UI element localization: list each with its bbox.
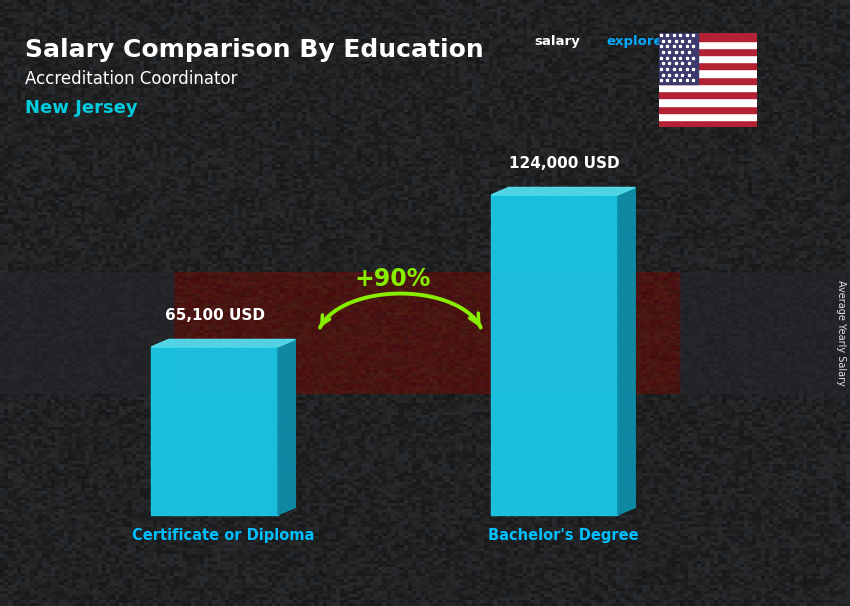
Text: Average Yearly Salary: Average Yearly Salary (836, 281, 846, 386)
Text: New Jersey: New Jersey (25, 99, 138, 117)
Bar (659, 113, 756, 120)
Text: Salary Comparison By Education: Salary Comparison By Education (25, 38, 484, 62)
Text: salary: salary (535, 35, 581, 48)
Polygon shape (491, 187, 635, 195)
Polygon shape (491, 195, 618, 515)
Polygon shape (618, 187, 635, 515)
Bar (659, 77, 756, 84)
Text: Certificate or Diploma: Certificate or Diploma (132, 528, 314, 543)
Bar (659, 48, 756, 55)
Text: 65,100 USD: 65,100 USD (165, 308, 264, 323)
Bar (659, 120, 756, 127)
Bar (659, 41, 756, 48)
Text: Accreditation Coordinator: Accreditation Coordinator (25, 70, 237, 88)
Bar (659, 62, 756, 70)
Text: Bachelor's Degree: Bachelor's Degree (488, 528, 638, 543)
Bar (659, 91, 756, 98)
Bar (659, 33, 698, 84)
Polygon shape (151, 347, 278, 515)
Polygon shape (278, 339, 295, 515)
Text: .com: .com (690, 35, 723, 48)
Bar (659, 98, 756, 105)
Bar (659, 33, 756, 41)
Bar (659, 105, 756, 113)
Polygon shape (151, 339, 295, 347)
Bar (659, 84, 756, 91)
Bar (659, 55, 756, 62)
Bar (659, 70, 756, 77)
Text: +90%: +90% (354, 267, 431, 291)
Text: 124,000 USD: 124,000 USD (508, 156, 620, 171)
Text: explorer: explorer (606, 35, 669, 48)
